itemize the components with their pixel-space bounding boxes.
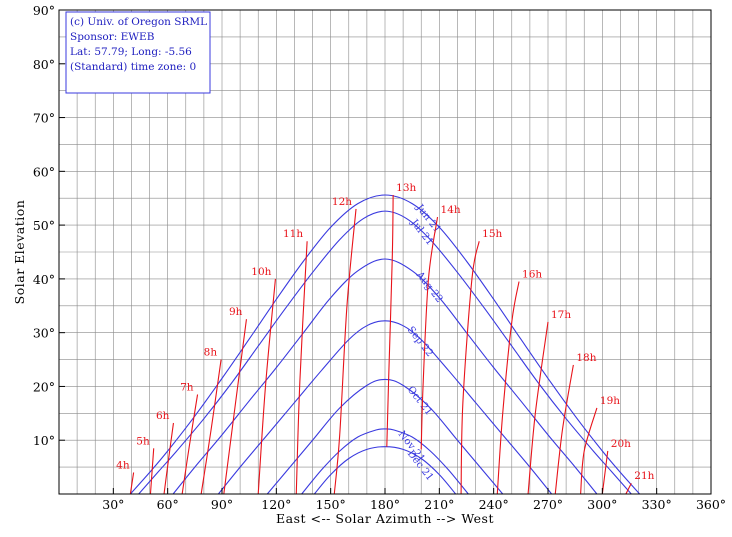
hour-label-9h: 9h — [229, 306, 243, 318]
hour-curve-5h — [149, 448, 155, 495]
hour-label-19h: 19h — [600, 395, 620, 407]
x-tick-label: 90° — [211, 497, 233, 512]
info-box-border — [65, 11, 211, 94]
hour-curve-15h — [460, 241, 480, 495]
x-axis-ticks: 30° 60° 90° 120° 150° 180° 210° 240° 270° 300° 330… — [102, 488, 726, 512]
hour-curve-19h — [580, 407, 598, 495]
y-tick-label: 20° — [33, 379, 55, 394]
hour-label-15h: 15h — [482, 228, 502, 240]
x-axis-title: East <-- Solar Azimuth --> West — [276, 511, 494, 526]
hour-label-17h: 17h — [551, 309, 571, 321]
info-line-1: (c) Univ. of Oregon SRML — [70, 16, 207, 28]
x-tick-label: 210° — [424, 497, 454, 512]
hour-curve-8h — [200, 359, 222, 495]
hour-curve-10h — [257, 278, 276, 495]
hour-curve-6h — [163, 422, 175, 495]
hour-curve-18h — [554, 364, 574, 495]
info-line-3: Lat: 57.79; Long: -5.56 — [70, 46, 192, 58]
hour-label-11h: 11h — [283, 228, 303, 240]
plot-frame — [58, 9, 712, 495]
hour-curves: 4h 5h 6h 7h 8h 9h 10h 11h 12h 13h 14h 15h 16h 17h 18h 1… — [116, 182, 655, 495]
hour-label-18h: 18h — [576, 352, 596, 364]
info-line-2: Sponsor: EWEB — [70, 31, 155, 43]
x-tick-label: 270° — [533, 497, 563, 512]
x-tick-label: 30° — [102, 497, 124, 512]
hour-label-16h: 16h — [522, 269, 542, 281]
date-curve-jul-21 — [138, 210, 632, 495]
hour-label-5h: 5h — [136, 435, 150, 447]
hour-label-13h: 13h — [396, 182, 416, 194]
hour-curve-13h — [386, 194, 394, 447]
x-tick-label: 120° — [261, 497, 291, 512]
y-tick-label: 30° — [33, 326, 55, 341]
y-tick-label: 50° — [33, 218, 55, 233]
x-tick-label: 330° — [642, 497, 672, 512]
y-tick-label: 80° — [33, 57, 55, 72]
hour-label-12h: 12h — [332, 196, 352, 208]
y-tick-label: 40° — [33, 272, 55, 287]
hour-curve-12h — [333, 208, 357, 495]
hour-curve-17h — [527, 321, 549, 495]
info-box: (c) Univ. of Oregon SRML Sponsor: EWEB L… — [65, 11, 211, 94]
hour-label-4h: 4h — [116, 459, 130, 471]
y-tick-label: 60° — [33, 164, 55, 179]
hour-label-6h: 6h — [156, 410, 170, 422]
hour-curve-11h — [295, 241, 308, 495]
x-tick-label: 360° — [696, 497, 726, 512]
y-axis-title: Solar Elevation — [12, 200, 27, 305]
date-curve-nov-21 — [301, 428, 469, 495]
x-tick-label: 60° — [157, 497, 179, 512]
x-tick-label: 300° — [587, 497, 617, 512]
hour-label-7h: 7h — [180, 382, 194, 394]
hour-label-8h: 8h — [204, 347, 218, 359]
y-tick-label: 90° — [33, 3, 55, 18]
date-curve-oct-21 — [266, 378, 504, 495]
date-curve-aug-22 — [172, 258, 598, 495]
x-tick-label: 150° — [316, 497, 346, 512]
hour-curve-16h — [496, 281, 520, 495]
y-tick-label: 70° — [33, 111, 55, 126]
hour-curve-21h — [625, 482, 632, 495]
date-curve-dec-21 — [313, 446, 457, 495]
hour-label-10h: 10h — [251, 266, 271, 278]
info-line-4: (Standard) time zone: 0 — [70, 61, 196, 73]
hour-curve-14h — [420, 216, 439, 450]
y-axis-ticks: 10° 20° 30° 40° 50° 60° 70° 80° 90° — [33, 3, 65, 448]
hour-curve-9h — [223, 319, 247, 495]
hour-curve-7h — [181, 394, 199, 495]
x-tick-label: 180° — [370, 497, 400, 512]
hour-label-14h: 14h — [441, 204, 461, 216]
hour-label-21h: 21h — [634, 470, 654, 482]
date-curve-jun-21 — [129, 194, 641, 495]
x-tick-label: 240° — [479, 497, 509, 512]
y-tick-label: 10° — [33, 433, 55, 448]
date-curve-sep-22 — [217, 320, 553, 495]
hour-curve-4h — [129, 472, 135, 495]
hour-label-20h: 20h — [611, 438, 631, 450]
